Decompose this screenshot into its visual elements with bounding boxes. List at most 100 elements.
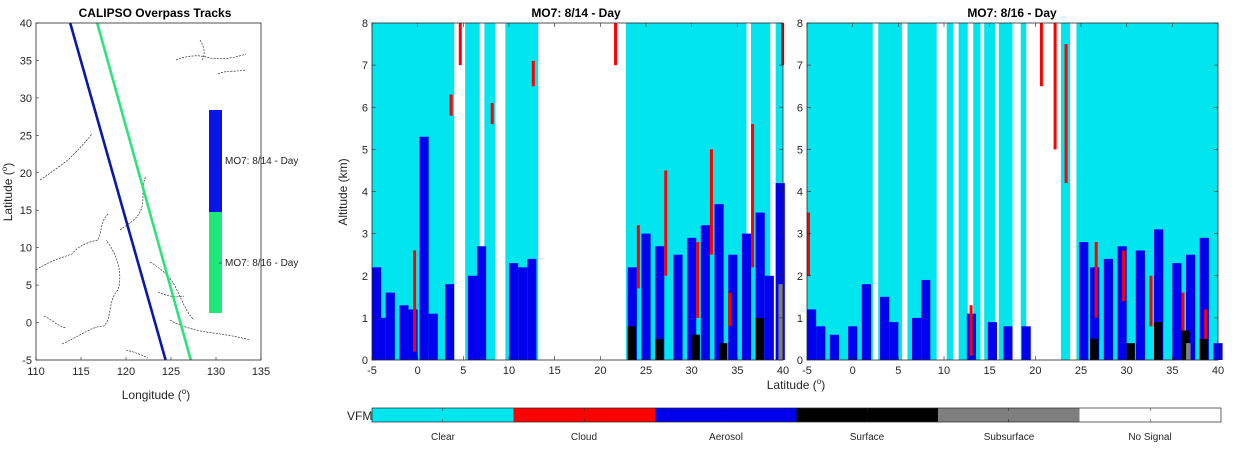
coastline [149, 261, 195, 321]
cloud-mark [1122, 250, 1126, 302]
colorbar-label-no-signal: No Signal [1128, 432, 1171, 443]
vfm-panel-2: MO7: 8/16 - Day -5 0 5 10 15 20 25 30 35 40012345… [797, 6, 1224, 377]
x-tick-label: 15 [549, 365, 561, 377]
x-tick-label: 25 [640, 365, 652, 377]
no-signal-band [995, 23, 999, 360]
x-tick-label: -5 [802, 365, 812, 377]
colorbar-label-aerosol: Aerosol [709, 432, 743, 443]
map-y-tick-label: 5 [26, 280, 32, 292]
map-y-tick-label: 0 [26, 318, 32, 330]
coastline [39, 133, 93, 181]
surface-mark [1154, 322, 1163, 360]
x-tick-label: 40 [1212, 365, 1224, 377]
track-0816-line [95, 22, 193, 361]
map-y-tick-label: 10 [20, 243, 32, 255]
y-tick-label: 7 [797, 60, 803, 72]
aerosol-block [655, 246, 665, 360]
no-signal-band [953, 23, 959, 360]
cloud-mark [728, 292, 732, 327]
map-x-tick-label: 120 [117, 366, 135, 378]
map-y-tick-label: 35 [20, 55, 32, 67]
cloud-mark [807, 212, 810, 276]
colorbar-segment [513, 408, 655, 422]
map-y-tick-label: 40 [20, 18, 32, 30]
aerosol-block [816, 326, 826, 360]
cloud-mark [1181, 292, 1185, 335]
no-signal-band [1070, 23, 1077, 360]
aerosol-block [755, 212, 765, 360]
x-tick-label: 25 [1075, 365, 1087, 377]
surface-mark [1126, 343, 1135, 360]
cloud-mark [531, 60, 535, 87]
aerosol-block [880, 296, 890, 360]
cloud-mark [1149, 275, 1153, 327]
y-tick-label: 6 [797, 102, 803, 114]
aerosol-block [376, 317, 386, 360]
y-tick-label: 5 [362, 144, 368, 156]
cloud-mark [969, 305, 973, 356]
y-tick-label: 6 [362, 102, 368, 114]
aerosol-block [372, 267, 382, 360]
y-tick-label: 1 [797, 313, 803, 325]
coastline [175, 53, 247, 61]
coastline [169, 319, 251, 341]
coastline [217, 69, 247, 75]
map-y-ticks: -5 0 5 10 15 20 25 30 35 40 [20, 18, 39, 367]
map-axes-box [35, 22, 262, 361]
no-signal-band [967, 23, 974, 360]
track-colorbar-blue [209, 110, 222, 212]
aerosol-block [408, 309, 418, 360]
surface-mark [627, 326, 636, 360]
y-tick-label: 8 [797, 18, 803, 30]
x-tick-label: 5 [460, 365, 466, 377]
x-tick-label: 0 [850, 365, 856, 377]
aerosol-block [1117, 246, 1127, 360]
no-signal-band [538, 23, 626, 360]
x-tick-label: 40 [777, 365, 789, 377]
aerosol-block [1186, 254, 1196, 360]
map-y-axis-label: Latitude (o) [0, 163, 15, 222]
x-tick-label: 20 [1029, 365, 1041, 377]
map-x-tick-label: 130 [207, 366, 225, 378]
colorbar-label-clear: Clear [431, 432, 456, 443]
cloud-mark [413, 250, 417, 352]
shared-x-axis-label: Latitude (o) [767, 377, 826, 392]
aerosol-block [419, 136, 429, 360]
x-tick-label: 35 [1166, 365, 1178, 377]
vfm-colorbar: VFM Clear Cloud Aerosol Surface Subsurfa… [347, 407, 1222, 443]
cloud-mark [458, 23, 462, 66]
vfm-panel-2-title: MO7: 8/16 - Day [967, 6, 1057, 20]
vfm-panel-1: MO7: 8/14 - Day -5 0 5 10 15 20 25 30 35 40012345… [336, 6, 789, 377]
aerosol-block [861, 284, 871, 360]
y-tick-label: 4 [797, 187, 803, 199]
aerosol-block [527, 258, 537, 360]
y-tick-label: 3 [797, 229, 803, 241]
y-tick-label: 2 [362, 271, 368, 283]
aerosol-block [641, 233, 651, 360]
map-x-tick-label: 110 [27, 366, 45, 378]
aerosol-block [889, 322, 899, 360]
x-tick-label: 10 [503, 365, 515, 377]
track-colorbar-green [209, 212, 222, 313]
cloud-mark [614, 23, 618, 66]
aerosol-block [829, 334, 839, 360]
overpass-tracks [68, 22, 193, 361]
y-tick-label: 8 [362, 18, 368, 30]
aerosol-block [807, 309, 817, 360]
aerosol-block [728, 254, 738, 360]
aerosol-block [1021, 326, 1031, 360]
colorbar-segment [1079, 408, 1221, 422]
y-tick-label: 5 [797, 144, 803, 156]
aerosol-block [428, 313, 438, 360]
x-tick-label: 20 [594, 365, 606, 377]
no-signal-band [1012, 23, 1021, 360]
aerosol-block [1003, 326, 1013, 360]
aerosol-block [509, 263, 519, 360]
cloud-mark [696, 242, 700, 318]
coastline [125, 349, 149, 359]
y-tick-label: 7 [362, 60, 368, 72]
aerosol-block [764, 275, 774, 360]
map-x-tick-label: 115 [72, 366, 90, 378]
